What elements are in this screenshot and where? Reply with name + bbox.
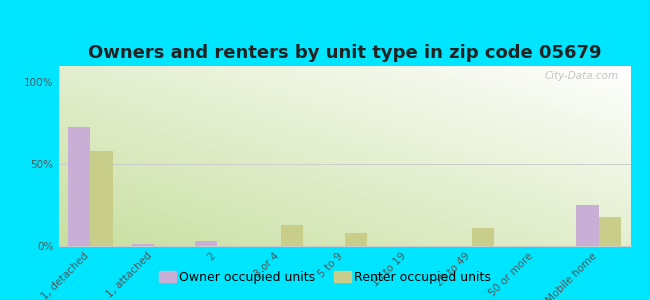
- Title: Owners and renters by unit type in zip code 05679: Owners and renters by unit type in zip c…: [88, 44, 601, 62]
- Bar: [344, 233, 367, 246]
- Bar: [68, 127, 90, 246]
- Bar: [577, 205, 599, 246]
- Bar: [90, 151, 112, 246]
- Bar: [131, 244, 154, 246]
- Bar: [472, 228, 494, 246]
- Bar: [599, 217, 621, 246]
- Bar: [281, 225, 303, 246]
- Bar: [195, 241, 217, 246]
- Legend: Owner occupied units, Renter occupied units: Owner occupied units, Renter occupied un…: [153, 265, 497, 291]
- Text: City-Data.com: City-Data.com: [545, 71, 619, 81]
